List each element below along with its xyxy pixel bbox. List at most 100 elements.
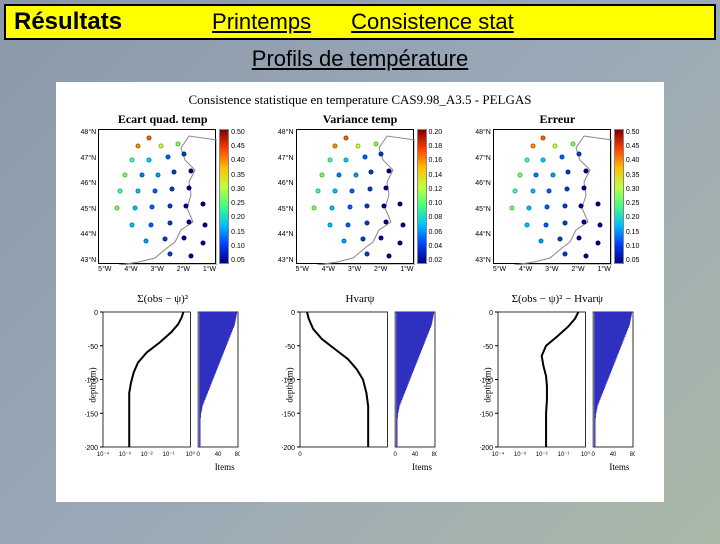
scatter-map <box>296 129 414 264</box>
svg-text:-200: -200 <box>480 445 493 452</box>
svg-text:10⁻³: 10⁻³ <box>514 452 526 458</box>
scatter-dot <box>130 222 135 227</box>
svg-text:10⁻²: 10⁻² <box>141 452 153 458</box>
scatter-dot <box>203 222 208 227</box>
svg-text:10⁻²: 10⁻² <box>536 452 548 458</box>
scatter-dot <box>557 237 562 242</box>
scatter-map <box>98 129 216 264</box>
svg-text:0: 0 <box>292 310 296 317</box>
scatter-dot <box>171 169 176 174</box>
profile-xlabel: Items <box>412 462 432 472</box>
scatter-dot <box>379 236 384 241</box>
header-mid: Printemps <box>212 9 311 35</box>
scatter-dot <box>152 188 157 193</box>
svg-text:-150: -150 <box>85 411 98 418</box>
scatter-dot <box>560 155 565 160</box>
svg-text:0: 0 <box>394 452 398 458</box>
scatter-dot <box>201 202 206 207</box>
subtitle: Profils de température <box>0 46 720 72</box>
scatter-dot <box>576 152 581 157</box>
scatter-dot <box>329 206 334 211</box>
scatter-dot <box>150 204 155 209</box>
scatter-dot <box>189 253 194 258</box>
scatter-dot <box>595 241 600 246</box>
scatter-dot <box>146 136 151 141</box>
scatter-dot <box>386 253 391 258</box>
svg-text:40: 40 <box>412 452 419 458</box>
header-right: Consistence stat <box>351 9 514 35</box>
profile-row: Σ(obs − ψ)²0-50-100-150-20010⁻⁴10⁻³10⁻²1… <box>64 293 656 483</box>
scatter-dot <box>365 203 370 208</box>
map-title: Variance temp <box>323 112 398 127</box>
svg-text:-50: -50 <box>88 344 98 351</box>
scatter-dot <box>347 204 352 209</box>
scatter-dot <box>547 188 552 193</box>
scatter-dot <box>583 168 588 173</box>
svg-text:-200: -200 <box>282 445 295 452</box>
map-title: Ecart quad. temp <box>118 112 208 127</box>
scatter-dot <box>312 206 317 211</box>
scatter-dot <box>327 222 332 227</box>
scatter-dot <box>564 187 569 192</box>
scatter-dot <box>562 252 567 257</box>
scatter-dot <box>336 172 341 177</box>
map-panel: Ecart quad. temp48°N47°N46°N45°N44°N43°N… <box>64 112 261 287</box>
scatter-dot <box>581 219 586 224</box>
scatter-dot <box>576 236 581 241</box>
scatter-dot <box>539 238 544 243</box>
scatter-dot <box>562 221 567 226</box>
svg-text:80: 80 <box>235 452 240 458</box>
scatter-dot <box>513 188 518 193</box>
scatter-dot <box>386 168 391 173</box>
scatter-dot <box>398 202 403 207</box>
scatter-dot <box>201 241 206 246</box>
profile-title: Hvarψ <box>346 293 375 305</box>
scatter-dot <box>384 219 389 224</box>
colorbar <box>417 129 427 264</box>
scatter-dot <box>353 172 358 177</box>
scatter-dot <box>373 141 378 146</box>
colorbar <box>219 129 229 264</box>
scatter-dot <box>186 186 191 191</box>
svg-text:10⁰: 10⁰ <box>581 451 591 458</box>
svg-text:80: 80 <box>432 452 437 458</box>
scatter-dot <box>530 144 535 149</box>
scatter-dot <box>333 144 338 149</box>
scatter-dot <box>541 136 546 141</box>
profile-plot: 0-50-100-150-2000 04080depth (m) <box>282 307 437 462</box>
scatter-dot <box>381 203 386 208</box>
scatter-dot <box>170 187 175 192</box>
scatter-dot <box>186 219 191 224</box>
scatter-dot <box>341 238 346 243</box>
scatter-dot <box>184 203 189 208</box>
map-panel: Erreur48°N47°N46°N45°N44°N43°N5°W4°W3°W2… <box>459 112 656 287</box>
svg-text:0: 0 <box>489 310 493 317</box>
scatter-dot <box>579 203 584 208</box>
figure-title: Consistence statistique en temperature C… <box>64 92 656 108</box>
svg-text:-50: -50 <box>285 344 295 351</box>
scatter-dot <box>118 188 123 193</box>
svg-text:80: 80 <box>629 452 634 458</box>
svg-text:40: 40 <box>215 452 222 458</box>
profile-title: Σ(obs − ψ)² − Hvarψ <box>512 293 603 305</box>
svg-text:0: 0 <box>94 310 98 317</box>
svg-text:-50: -50 <box>483 344 493 351</box>
scatter-dot <box>562 203 567 208</box>
svg-text:-150: -150 <box>480 411 493 418</box>
scatter-dot <box>360 237 365 242</box>
scatter-dot <box>365 252 370 257</box>
svg-text:10⁻¹: 10⁻¹ <box>557 452 569 458</box>
svg-text:10⁻¹: 10⁻¹ <box>163 452 175 458</box>
scatter-dot <box>167 252 172 257</box>
scatter-dot <box>130 157 135 162</box>
scatter-dot <box>344 157 349 162</box>
svg-text:0: 0 <box>591 452 595 458</box>
scatter-dot <box>362 155 367 160</box>
scatter-dot <box>149 222 154 227</box>
scatter-dot <box>167 203 172 208</box>
scatter-dot <box>530 188 535 193</box>
scatter-dot <box>189 168 194 173</box>
profile-panel: Σ(obs − ψ)²0-50-100-150-20010⁻⁴10⁻³10⁻²1… <box>64 293 261 483</box>
header-bar: Résultats Printemps Consistence stat <box>4 4 716 40</box>
svg-text:10⁰: 10⁰ <box>186 451 196 458</box>
